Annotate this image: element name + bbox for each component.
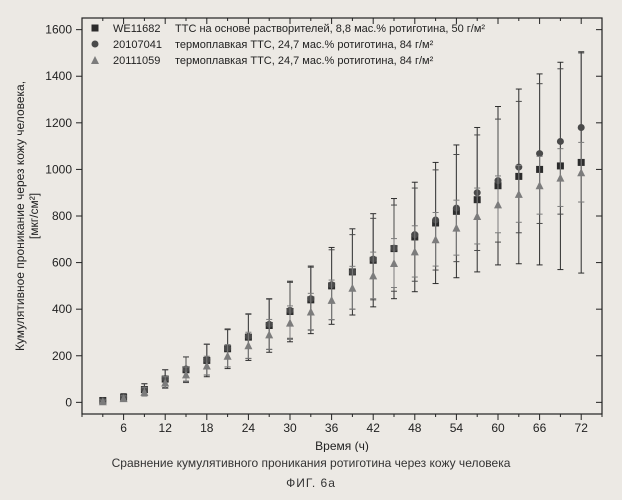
svg-text:1200: 1200 <box>45 116 72 130</box>
figure-wrapper: { "figure": { "type": "scatter", "width"… <box>0 0 622 500</box>
svg-text:72: 72 <box>575 421 589 435</box>
svg-text:ТТС на основе растворителей, 8: ТТС на основе растворителей, 8,8 мас.% р… <box>175 23 485 35</box>
svg-text:66: 66 <box>533 421 547 435</box>
svg-text:6: 6 <box>120 421 127 435</box>
svg-text:18: 18 <box>200 421 214 435</box>
svg-text:60: 60 <box>491 421 505 435</box>
svg-text:Кумулятивное проникание через: Кумулятивное проникание через кожу челов… <box>13 81 27 351</box>
figure-caption-line1: Сравнение кумулятивного проникания ротиг… <box>0 456 622 470</box>
svg-text:1400: 1400 <box>45 69 72 83</box>
svg-text:54: 54 <box>450 421 464 435</box>
svg-text:400: 400 <box>52 302 72 316</box>
svg-text:12: 12 <box>159 421 173 435</box>
svg-text:600: 600 <box>52 256 72 270</box>
svg-text:36: 36 <box>325 421 339 435</box>
svg-text:[мкг/см²]: [мкг/см²] <box>27 193 41 239</box>
svg-text:Время (ч): Время (ч) <box>315 439 369 452</box>
svg-text:термоплавкая ТТС, 24,7 мас.% р: термоплавкая ТТС, 24,7 мас.% ротиготина,… <box>175 55 434 67</box>
svg-text:42: 42 <box>367 421 381 435</box>
svg-text:1600: 1600 <box>45 23 72 37</box>
figure-caption-line2: ФИГ. 6а <box>0 476 622 490</box>
svg-text:термоплавкая ТТС, 24,7 мас.% р: термоплавкая ТТС, 24,7 мас.% ротиготина,… <box>175 39 434 51</box>
svg-text:800: 800 <box>52 209 72 223</box>
svg-text:0: 0 <box>65 395 72 409</box>
svg-text:20111059: 20111059 <box>113 55 160 67</box>
svg-text:20107041: 20107041 <box>113 39 162 51</box>
permeation-chart: 6 12 18 24 30 36 42 48 54 60 66 72 0 200 400 600 800 1000… <box>0 0 622 452</box>
svg-text:WE11682: WE11682 <box>113 23 161 35</box>
svg-text:1000: 1000 <box>45 162 72 176</box>
svg-text:200: 200 <box>52 349 72 363</box>
svg-text:24: 24 <box>242 421 256 435</box>
svg-text:30: 30 <box>283 421 297 435</box>
svg-text:48: 48 <box>408 421 422 435</box>
